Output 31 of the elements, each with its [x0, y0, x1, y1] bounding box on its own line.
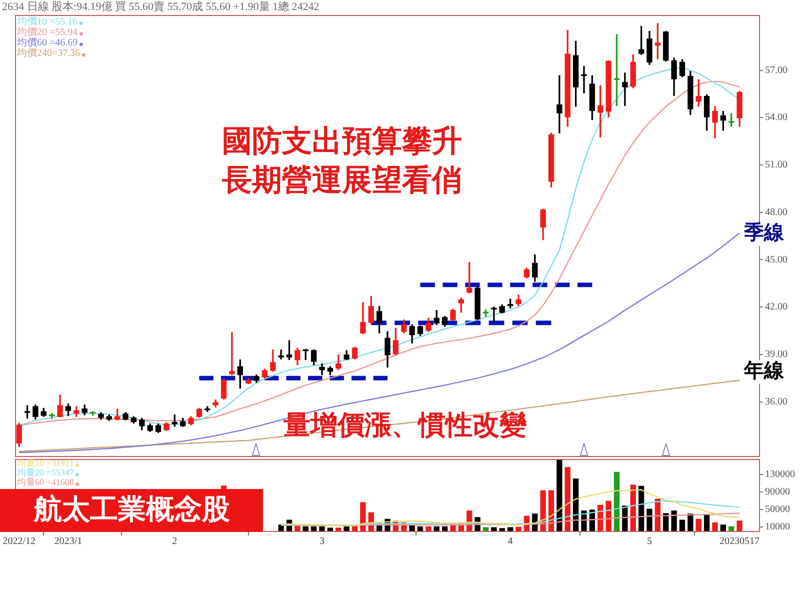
y-tick-label: 57.00 — [765, 64, 788, 76]
x-tick-label: 4 — [508, 536, 513, 548]
legend-label: 均價10 =55.16 — [16, 15, 78, 28]
legend-label: 均價20 =55.94 — [16, 26, 78, 38]
y-tick-label: 39.00 — [765, 349, 788, 360]
y-tick-label: 48.00 — [765, 206, 788, 218]
x-tick-label: 2023/1 — [54, 536, 82, 548]
y-tick-label: 90000 — [765, 486, 790, 498]
annotation: 國防支出預算攀升 — [222, 124, 462, 159]
y-tick-label: 42.00 — [765, 302, 788, 313]
y-tick-label: 130000 — [765, 469, 795, 480]
x-tick-label: 3 — [320, 536, 325, 548]
x-tick-label: 2 — [172, 536, 178, 548]
annotation: 長期營運展望看俏 — [221, 162, 462, 198]
y-tick-label: 10000 — [765, 522, 790, 533]
y-tick-label: 54.00 — [765, 112, 788, 124]
annotation: 季線 — [743, 220, 785, 244]
x-tick-label: 20230517 — [720, 536, 760, 548]
legend-label: 均價240=37.36 — [16, 47, 80, 60]
legend-label: 均量10 =31921 — [16, 458, 74, 468]
legend-label: 均量60 =41608 — [16, 477, 74, 488]
legend-label: 均價60 =46.69 — [16, 36, 78, 49]
chart-title: 2634 日線 股本:94.19億 買 55.60賣 55.70成 55.60 +1.90量 1總 24242 — [2, 0, 320, 13]
y-tick-label: 45.00 — [765, 254, 788, 266]
x-tick-label: 2022/12 — [2, 536, 36, 548]
y-tick-label: 36.00 — [765, 396, 788, 408]
y-tick-label: 51.00 — [765, 160, 788, 171]
legend-label: 均量20 =55347 — [16, 467, 74, 478]
annotation: 年線 — [743, 358, 785, 382]
y-tick-label: 50000 — [765, 504, 790, 516]
x-tick-label: 5 — [646, 536, 652, 548]
